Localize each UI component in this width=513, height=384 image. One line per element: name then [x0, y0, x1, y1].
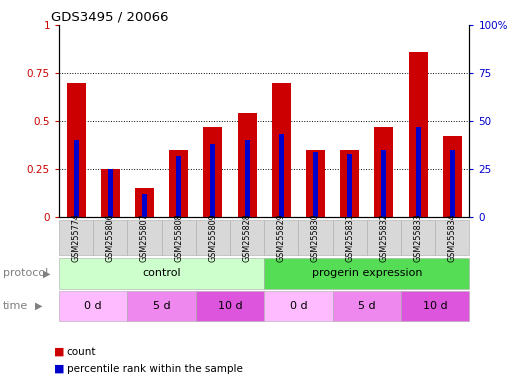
Text: control: control: [142, 268, 181, 278]
Text: 10 d: 10 d: [423, 301, 447, 311]
Bar: [313, 152, 318, 217]
Bar: [101, 169, 120, 217]
Text: GSM255808: GSM255808: [174, 213, 183, 262]
Text: percentile rank within the sample: percentile rank within the sample: [67, 364, 243, 374]
Bar: [416, 127, 421, 217]
Text: GSM255833: GSM255833: [413, 213, 423, 262]
Text: protocol: protocol: [3, 268, 48, 278]
Bar: [210, 144, 215, 217]
Text: GDS3495 / 20066: GDS3495 / 20066: [51, 11, 168, 24]
Text: 0 d: 0 d: [289, 301, 307, 311]
Bar: [347, 154, 352, 217]
Bar: [204, 127, 222, 217]
Text: time: time: [3, 301, 28, 311]
Text: GSM255806: GSM255806: [106, 213, 115, 262]
Text: GSM255828: GSM255828: [243, 213, 251, 262]
Bar: [142, 194, 147, 217]
Text: 0 d: 0 d: [84, 301, 102, 311]
Bar: [450, 150, 455, 217]
Text: GSM255832: GSM255832: [380, 213, 388, 262]
Bar: [73, 140, 78, 217]
Text: ■: ■: [54, 347, 64, 357]
Bar: [381, 150, 386, 217]
Text: 5 d: 5 d: [153, 301, 170, 311]
Bar: [306, 150, 325, 217]
Bar: [176, 156, 181, 217]
Text: GSM255830: GSM255830: [311, 213, 320, 262]
Text: progerin expression: progerin expression: [311, 268, 422, 278]
Text: GSM255807: GSM255807: [140, 213, 149, 262]
Bar: [238, 113, 256, 217]
Bar: [340, 150, 359, 217]
Bar: [409, 52, 427, 217]
Text: GSM255831: GSM255831: [345, 213, 354, 262]
Text: 5 d: 5 d: [358, 301, 376, 311]
Text: GSM255829: GSM255829: [277, 213, 286, 262]
Text: ▶: ▶: [35, 301, 43, 311]
Text: GSM255774: GSM255774: [72, 213, 81, 262]
Bar: [374, 127, 393, 217]
Bar: [108, 169, 113, 217]
Bar: [135, 188, 154, 217]
Bar: [279, 134, 284, 217]
Text: ■: ■: [54, 364, 64, 374]
Text: ▶: ▶: [44, 268, 51, 278]
Bar: [443, 136, 462, 217]
Bar: [169, 150, 188, 217]
Bar: [272, 83, 291, 217]
Text: 10 d: 10 d: [218, 301, 242, 311]
Text: GSM255834: GSM255834: [448, 213, 457, 262]
Bar: [67, 83, 86, 217]
Text: GSM255809: GSM255809: [208, 213, 218, 262]
Bar: [245, 140, 250, 217]
Text: count: count: [67, 347, 96, 357]
